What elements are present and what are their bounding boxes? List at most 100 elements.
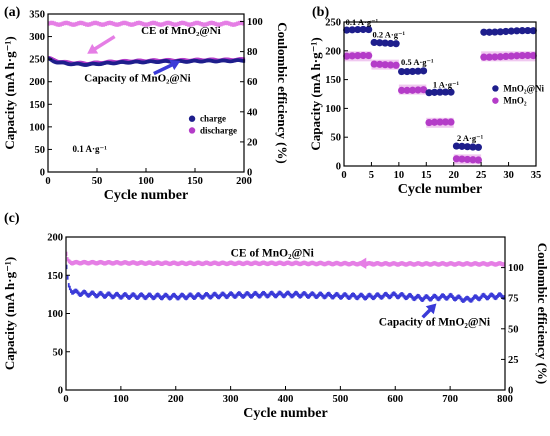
ce-point bbox=[199, 261, 202, 266]
capacity-point bbox=[491, 292, 494, 298]
capacity-point bbox=[127, 294, 129, 300]
ce-point bbox=[469, 262, 472, 267]
capacity-point bbox=[417, 294, 420, 299]
x-tick-label: 150 bbox=[187, 176, 203, 187]
mno2-point bbox=[376, 60, 384, 68]
ce-point bbox=[404, 262, 407, 267]
ce-point bbox=[198, 21, 202, 26]
y2-tick-label: 20 bbox=[247, 137, 258, 148]
ce-point bbox=[310, 260, 313, 266]
capacity-point bbox=[113, 293, 116, 298]
ce-point bbox=[318, 261, 320, 266]
x-tick-label: 0 bbox=[45, 176, 50, 187]
ce-point bbox=[132, 22, 135, 27]
ce-point bbox=[212, 21, 215, 26]
ce-point bbox=[413, 262, 416, 267]
ce-point bbox=[420, 262, 422, 267]
ce-point bbox=[88, 260, 91, 266]
mno2-ni-point bbox=[365, 25, 373, 34]
capacity-point bbox=[201, 295, 204, 300]
capacity-point bbox=[225, 294, 228, 300]
capacity-point bbox=[234, 294, 237, 299]
ce-point bbox=[86, 22, 90, 27]
ce-point bbox=[312, 260, 315, 266]
ce-point bbox=[205, 260, 207, 265]
capacity-point bbox=[406, 294, 409, 299]
capacity-point bbox=[310, 291, 313, 297]
capacity-point bbox=[175, 294, 178, 300]
capacity-point bbox=[265, 293, 268, 298]
ce-point bbox=[167, 20, 170, 26]
capacity-point bbox=[392, 291, 395, 296]
mno2-ni-point bbox=[376, 39, 384, 47]
ce-point bbox=[130, 260, 133, 266]
capacity-point bbox=[104, 294, 106, 299]
ce-point bbox=[239, 20, 243, 26]
ce-point bbox=[160, 261, 162, 266]
ce-point bbox=[210, 20, 213, 26]
capacity-point bbox=[172, 293, 174, 298]
x-axis-label: Cycle number bbox=[104, 188, 188, 203]
ce-point bbox=[408, 261, 410, 266]
capacity-point bbox=[280, 292, 283, 297]
ce-point bbox=[216, 22, 219, 27]
ce-point bbox=[219, 261, 222, 266]
ce-point bbox=[123, 260, 126, 265]
ce-point bbox=[451, 261, 454, 267]
capacity-point bbox=[223, 292, 226, 298]
capacity-point bbox=[191, 294, 194, 300]
capacity-point bbox=[194, 295, 196, 300]
mno2-ni-point bbox=[474, 143, 482, 151]
ce-point bbox=[183, 20, 186, 26]
capacity-point bbox=[139, 293, 141, 298]
capacity-point bbox=[255, 291, 258, 296]
ce-point bbox=[496, 261, 499, 266]
ce-point bbox=[149, 260, 151, 265]
capacity-point bbox=[241, 294, 244, 299]
capacity-point bbox=[157, 293, 160, 298]
ce-point bbox=[157, 260, 160, 265]
y-axis-label: Capacity (mA h·g⁻¹) bbox=[308, 37, 323, 150]
mno2-point bbox=[480, 53, 488, 61]
legend-charge-label: charge bbox=[200, 114, 226, 124]
mno2-point bbox=[403, 86, 411, 94]
ce-point bbox=[481, 261, 484, 266]
capacity-point bbox=[371, 295, 374, 301]
capacity-point bbox=[333, 294, 336, 299]
capacity-point bbox=[259, 293, 262, 298]
capacity-point bbox=[375, 293, 377, 298]
ce-point bbox=[266, 261, 269, 267]
panel-b: 0 5 10 15 20 25 30 35 0 50 100 150 200 250 Cycle numbe… bbox=[308, 17, 544, 197]
mno2-ni-point bbox=[502, 27, 510, 36]
capacity-point bbox=[83, 289, 86, 295]
mno2-point bbox=[458, 155, 466, 163]
capacity-point bbox=[91, 290, 94, 295]
y-tick-label: 0 bbox=[58, 386, 63, 397]
mno2-ni-point bbox=[452, 142, 461, 150]
capacity-point bbox=[302, 291, 305, 296]
capacity-point bbox=[493, 295, 496, 300]
capacity-point bbox=[252, 292, 255, 298]
ce-point bbox=[213, 260, 216, 265]
capacity-point bbox=[494, 295, 497, 301]
capacity-point bbox=[376, 292, 379, 297]
capacity-point bbox=[439, 294, 442, 300]
ce-point bbox=[81, 260, 83, 266]
capacity-point bbox=[331, 295, 334, 300]
capacity-point bbox=[462, 298, 465, 303]
capacity-point bbox=[450, 293, 453, 298]
capacity-point bbox=[78, 292, 81, 297]
mno2-point bbox=[491, 53, 499, 61]
legend-mno2-ni-marker bbox=[492, 85, 499, 92]
ce-point bbox=[196, 260, 199, 266]
capacity-point bbox=[101, 292, 104, 298]
capacity-point bbox=[200, 295, 203, 300]
ce-point bbox=[90, 259, 93, 265]
ce-point bbox=[395, 262, 398, 267]
capacity-point bbox=[267, 293, 270, 299]
ce-point bbox=[438, 262, 441, 267]
ce-point bbox=[229, 260, 231, 266]
capacity-point bbox=[111, 294, 114, 300]
capacity-point bbox=[425, 294, 428, 299]
capacity-point bbox=[389, 294, 392, 300]
